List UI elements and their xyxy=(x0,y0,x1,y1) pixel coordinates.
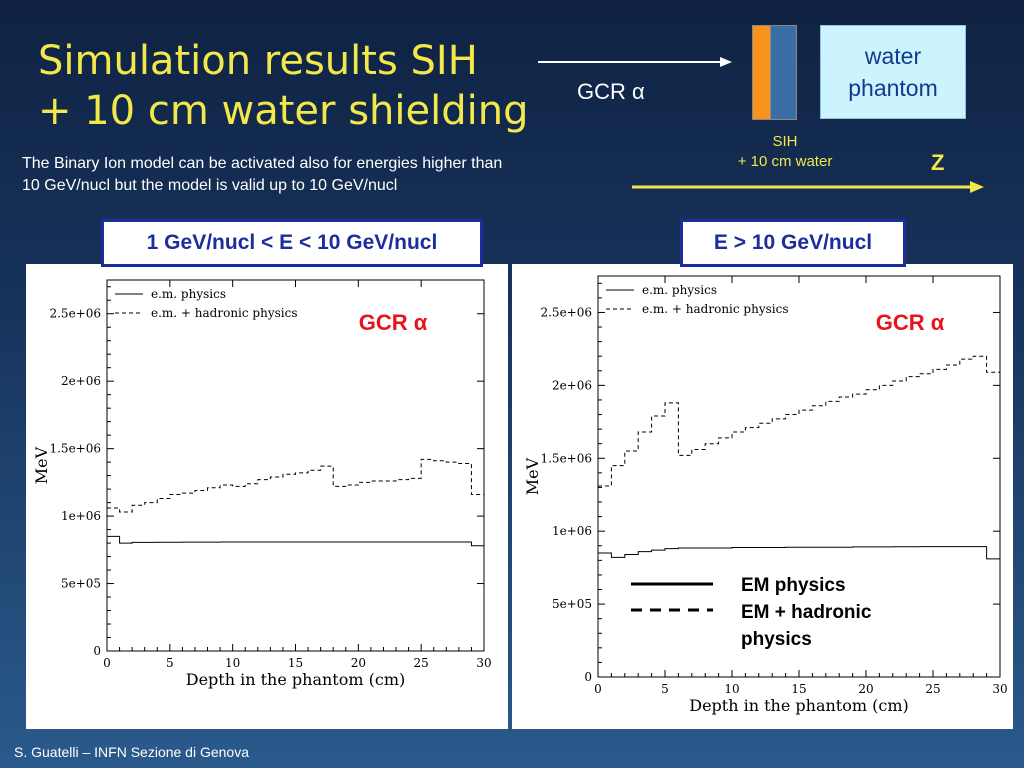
y-tick-label: 1.5e+06 xyxy=(49,442,101,456)
y-tick-label: 5e+05 xyxy=(552,597,592,611)
legend-label: e.m. physics xyxy=(642,283,717,297)
x-tick-label: 30 xyxy=(992,682,1007,696)
legend-dashed-label-line2: physics xyxy=(741,629,812,650)
overlay-legend-swatches xyxy=(631,582,713,612)
y-tick-label: 1.5e+06 xyxy=(540,451,592,465)
chart-high-energy: 0 5 10 15 20 25 30 0 5e+05 1e+06 1.5e+06 2e+06 2.5e+… xyxy=(523,275,1008,715)
z-axis-label: Z xyxy=(931,150,945,175)
phantom-line1: water xyxy=(864,43,922,69)
x-tick-label: 5 xyxy=(166,656,174,670)
sih-layer xyxy=(752,25,772,120)
slide-title-line1: Simulation results SIH xyxy=(38,38,478,84)
legend-dashed-label-line1: EM + hadronic xyxy=(741,602,872,623)
x-tick-label: 25 xyxy=(414,656,429,670)
series-line-em xyxy=(598,546,1000,560)
x-axis-label: Depth in the phantom (cm) xyxy=(689,696,908,715)
sih-label-line2: + 10 cm water xyxy=(737,153,833,170)
chart-low-energy: 0 5 10 15 20 25 30 0 5e+05 1e+06 1.5e+06 2e+06 2.5e+… xyxy=(32,279,492,689)
legend-label: e.m. + hadronic physics xyxy=(642,302,788,316)
x-axis-label: Depth in the phantom (cm) xyxy=(186,670,405,689)
sih-label-line1: SIH xyxy=(772,133,798,150)
y-tick-label: 2.5e+06 xyxy=(540,305,592,319)
x-tick-label: 25 xyxy=(925,682,940,696)
x-tick-label: 15 xyxy=(791,682,806,696)
series-line-em-hadronic xyxy=(598,355,1000,487)
plot-frame xyxy=(106,279,485,652)
gcr-annotation: GCR α xyxy=(876,310,945,335)
y-tick-label: 1e+06 xyxy=(61,509,101,523)
slide-title-line2: + 10 cm water shielding xyxy=(38,88,529,134)
y-tick-label: 5e+05 xyxy=(61,577,101,591)
x-tick-label: 20 xyxy=(858,682,873,696)
water-phantom-box: water phantom xyxy=(820,25,966,119)
y-tick-label: 1e+06 xyxy=(552,524,592,538)
energy-range-box-high: E > 10 GeV/nucl xyxy=(680,219,906,267)
y-axis-label: MeV xyxy=(523,457,542,495)
gcr-annotation: GCR α xyxy=(359,310,428,335)
legend-label: e.m. + hadronic physics xyxy=(151,306,297,320)
legend-label: e.m. physics xyxy=(151,287,226,301)
z-axis-arrow xyxy=(632,181,984,193)
phantom-line2: phantom xyxy=(848,75,938,101)
y-tick-label: 2e+06 xyxy=(552,378,592,392)
y-tick-label: 2.5e+06 xyxy=(49,307,101,321)
x-tick-label: 15 xyxy=(288,656,303,670)
y-tick-label: 0 xyxy=(584,670,592,684)
energy-range-box-low: 1 GeV/nucl < E < 10 GeV/nucl xyxy=(101,219,483,267)
y-axis-label: MeV xyxy=(32,446,51,484)
model-note-line1: The Binary Ion model can be activated al… xyxy=(22,155,503,172)
x-tick-label: 10 xyxy=(724,682,739,696)
water-layer xyxy=(770,25,797,120)
series-line-em-hadronic xyxy=(107,458,484,513)
x-tick-label: 20 xyxy=(351,656,366,670)
series-line-em xyxy=(107,535,484,547)
legend-solid-label: EM physics xyxy=(741,575,846,596)
x-tick-label: 10 xyxy=(225,656,240,670)
slide-title: Simulation results SIH + 10 cm water shi… xyxy=(38,36,528,136)
beam-label: GCR α xyxy=(577,79,645,104)
x-tick-label: 30 xyxy=(476,656,491,670)
x-tick-label: 5 xyxy=(661,682,669,696)
model-note-line2: 10 GeV/nucl but the model is valid up to… xyxy=(22,177,398,194)
x-tick-label: 0 xyxy=(594,682,602,696)
y-tick-label: 0 xyxy=(93,644,101,658)
sih-label: SIH + 10 cm water xyxy=(700,132,870,172)
chart-panel-high-energy: 0 5 10 15 20 25 30 0 5e+05 1e+06 1.5e+06 2e+06 2.5e+… xyxy=(512,264,1013,729)
x-tick-label: 0 xyxy=(103,656,111,670)
y-tick-label: 2e+06 xyxy=(61,374,101,388)
footer-credit: S. Guatelli – INFN Sezione di Genova xyxy=(14,744,250,760)
chart-panel-low-energy: 0 5 10 15 20 25 30 0 5e+05 1e+06 1.5e+06 2e+06 2.5e+… xyxy=(26,264,508,729)
model-note: The Binary Ion model can be activated al… xyxy=(22,153,502,197)
beam-arrow xyxy=(538,57,732,67)
